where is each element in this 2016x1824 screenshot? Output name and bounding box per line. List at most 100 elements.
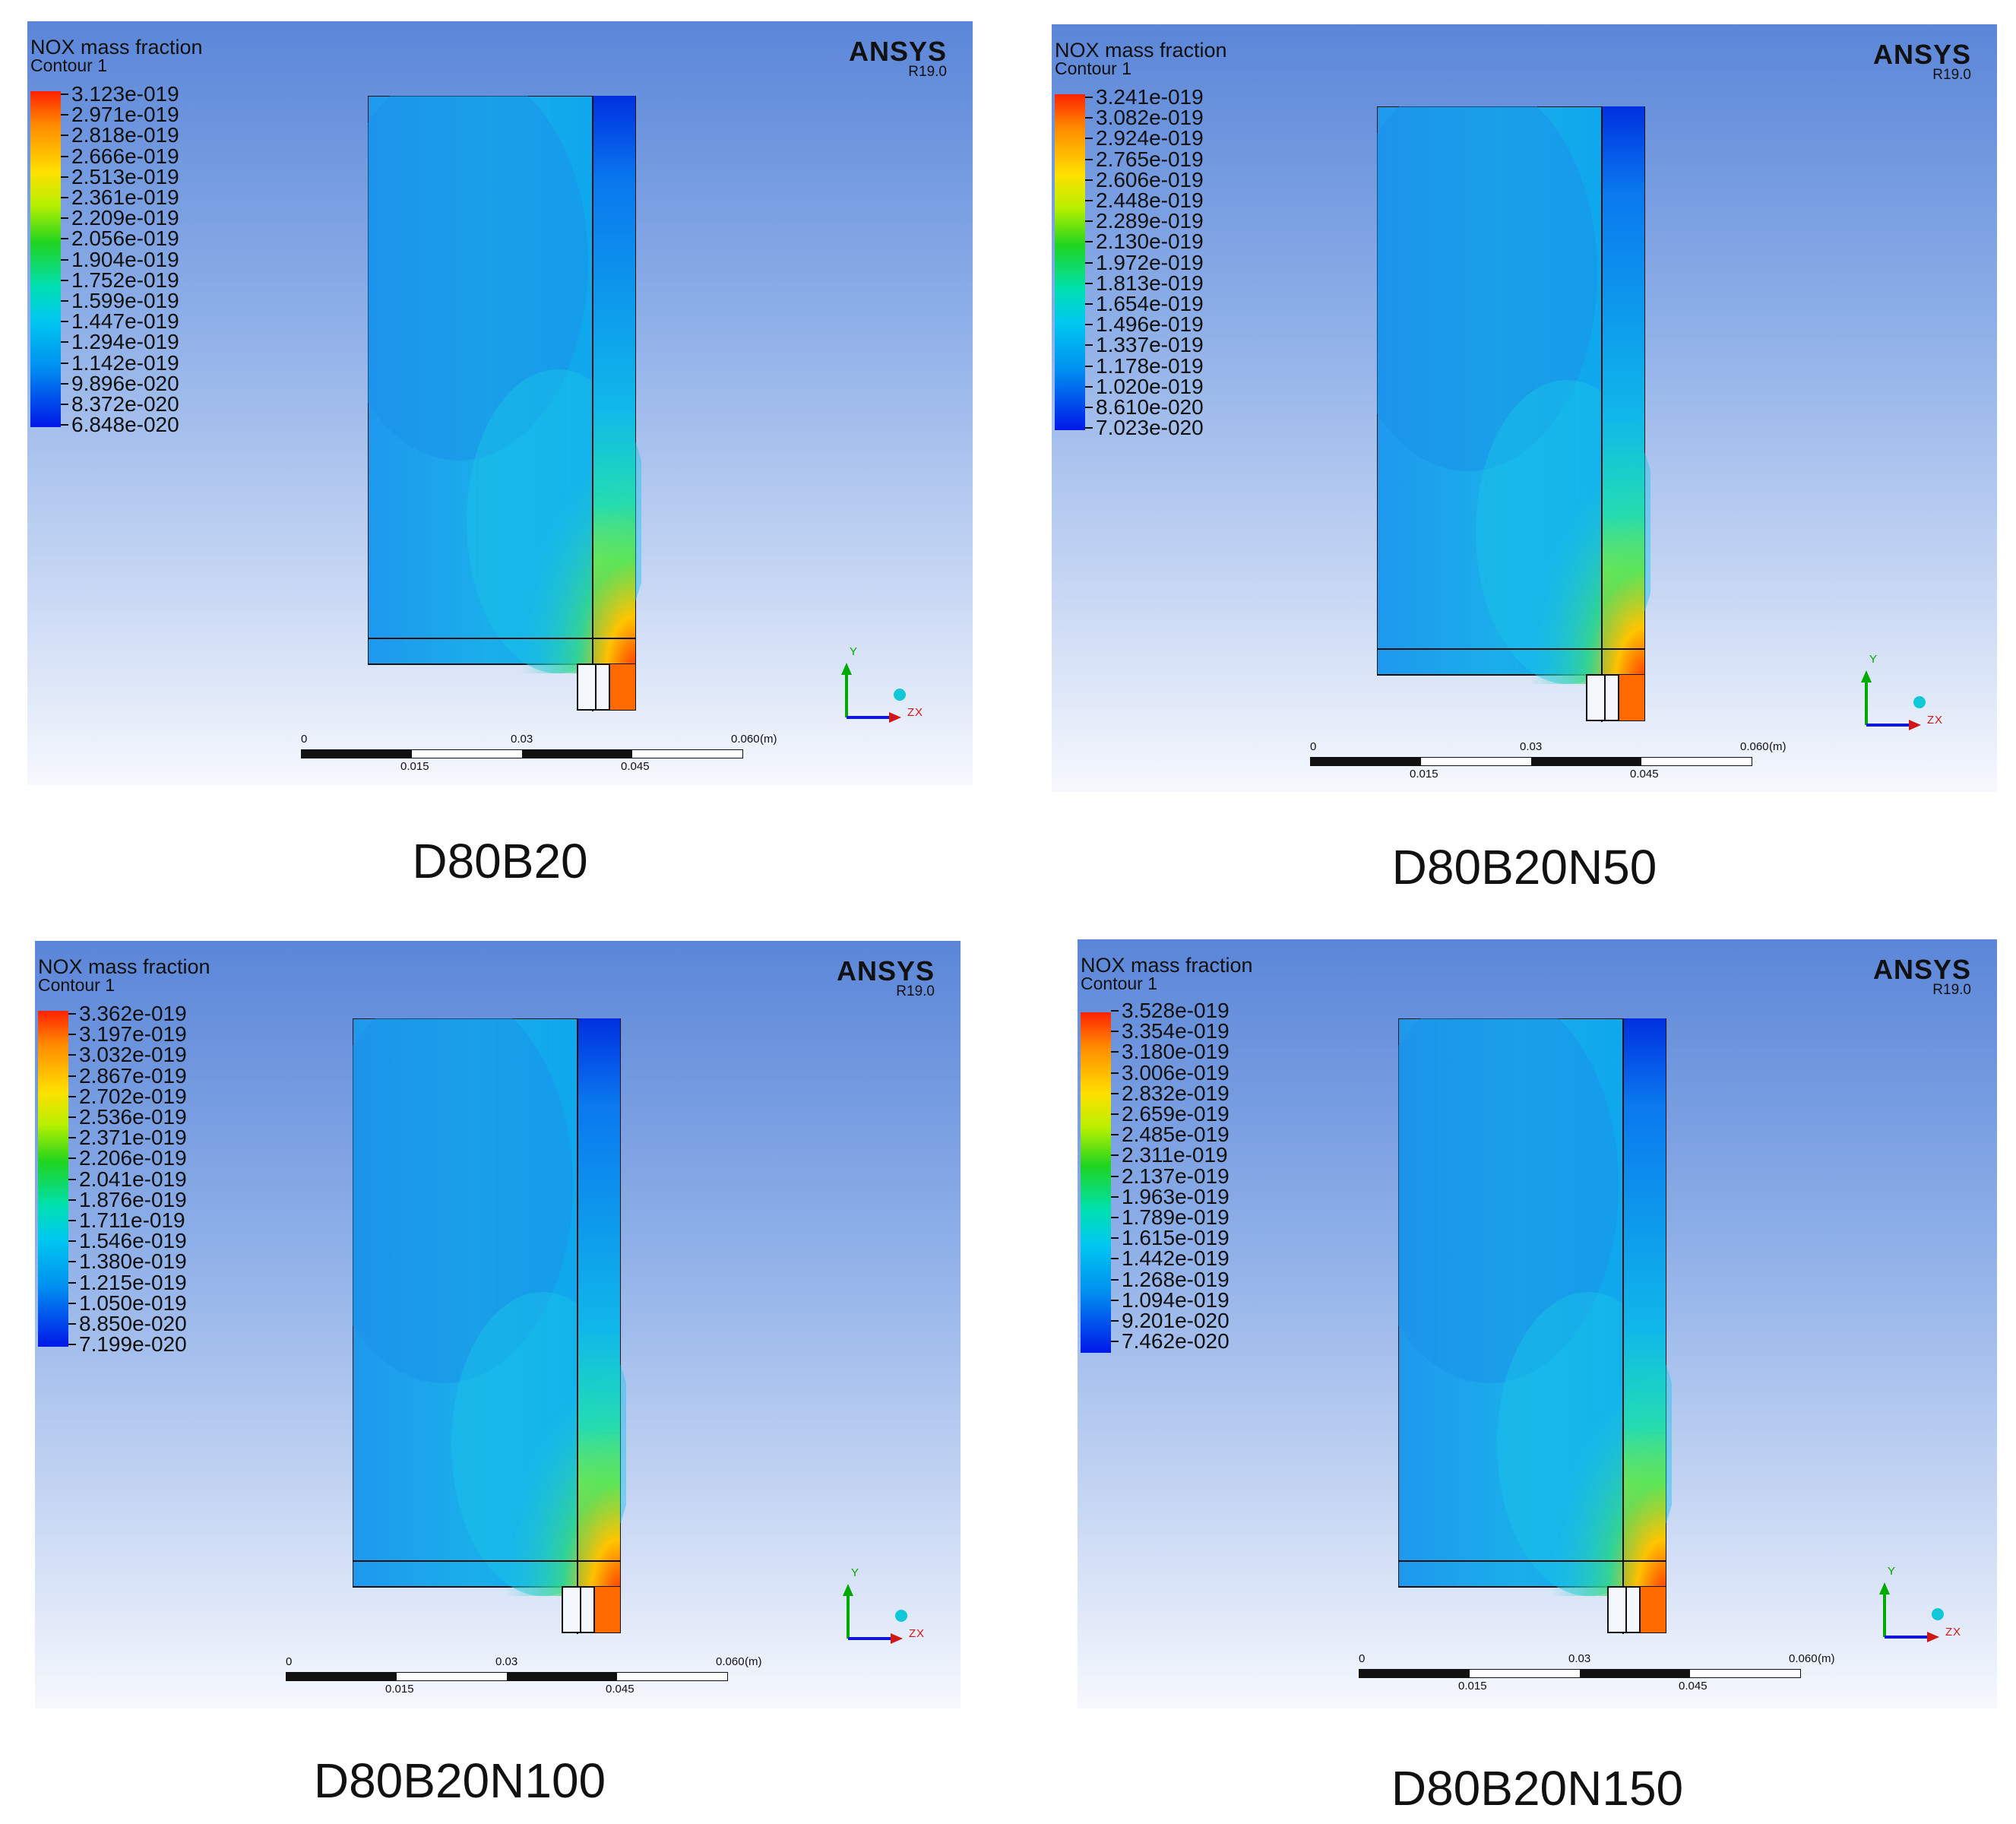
color-bar <box>1081 1012 1111 1353</box>
color-bar-tick-label: 1.789e-019 <box>1111 1205 1230 1229</box>
color-bar-tick-label: 2.485e-019 <box>1111 1123 1230 1147</box>
scale-bar-segment <box>1580 1670 1690 1677</box>
scale-bar-unit: (m) <box>1818 1652 1835 1665</box>
scale-bar-ruler <box>1359 1669 1801 1678</box>
color-bar-tick-label: 2.137e-019 <box>1111 1164 1230 1188</box>
scale-bar-label: 0.045 <box>1630 768 1659 781</box>
contour-viewport: NOX mass fraction Contour 1 3.123e-019 2.9… <box>27 21 973 785</box>
legend-subtitle: Contour 1 <box>30 55 108 75</box>
axis-label-y: Y <box>851 1566 859 1579</box>
axis-triad: Y Z X <box>1861 653 1942 730</box>
color-bar-tick-label: 1.020e-019 <box>1085 374 1204 398</box>
color-bar-labels: 3.123e-019 2.971e-019 2.818e-019 2.666e-019… <box>61 82 269 437</box>
scale-bar-label: 0.045 <box>606 1683 635 1696</box>
scale-bar-label: 0 <box>301 733 308 746</box>
legend-title: NOX mass fraction Contour 1 <box>30 36 203 75</box>
scale-bar-label: 0.060 <box>731 733 760 746</box>
axis-label-x: X <box>1935 714 1942 727</box>
axis-label-z: Z <box>909 1627 916 1640</box>
scale-bar-segment <box>507 1673 617 1680</box>
legend-subtitle: Contour 1 <box>1081 974 1158 993</box>
color-bar-tick-label: 2.513e-019 <box>61 164 179 188</box>
color-bar-tick-label: 1.752e-019 <box>61 268 179 292</box>
panel-caption: D80B20N50 <box>1391 840 1657 895</box>
axis-triad: Y Z X <box>1879 1565 1961 1642</box>
scale-bar-unit: (m) <box>745 1655 762 1668</box>
color-bar-tick-label: 8.610e-020 <box>1085 395 1204 419</box>
color-bar-tick-label: 6.848e-020 <box>61 413 179 437</box>
color-bar-tick-label: 2.289e-019 <box>1085 209 1204 233</box>
color-bar-tick-label: 3.082e-019 <box>1085 106 1204 130</box>
color-bar-tick-label: 1.447e-019 <box>61 309 179 334</box>
scale-bar-label: 0.03 <box>1520 740 1543 753</box>
scale-bar-label: 0.015 <box>400 760 429 773</box>
color-bar-tick-label: 3.180e-019 <box>1111 1040 1230 1064</box>
color-bar-tick-label: 2.130e-019 <box>1085 230 1204 254</box>
scale-bar-unit: (m) <box>760 733 777 746</box>
color-bar-tick-label: 1.711e-019 <box>68 1208 185 1232</box>
color-bar-tick-label: 1.599e-019 <box>61 289 179 312</box>
color-bar-tick-label: 1.615e-019 <box>1111 1226 1230 1250</box>
scale-bar-label: 0.03 <box>495 1655 518 1668</box>
scale-bar-unit: (m) <box>1769 740 1787 753</box>
color-bar-tick-label: 1.876e-019 <box>68 1187 187 1211</box>
axis-label-x: X <box>1953 1626 1961 1639</box>
color-bar-tick-label: 1.546e-019 <box>68 1229 187 1253</box>
color-bar-tick-label: 1.654e-019 <box>1085 292 1204 315</box>
legend-subtitle: Contour 1 <box>38 975 116 995</box>
color-bar-tick-label: 8.372e-020 <box>61 392 179 416</box>
color-bar-tick-label: 1.268e-019 <box>1111 1267 1230 1291</box>
scale-bar-label: 0 <box>1310 740 1317 753</box>
x-axis-dot <box>1932 1608 1944 1620</box>
color-bar-tick-label: 7.023e-020 <box>1085 416 1204 440</box>
scale-bar-label: 0.015 <box>385 1683 414 1696</box>
color-bar-tick-label: 2.041e-019 <box>68 1167 187 1191</box>
domain-contour <box>368 96 641 711</box>
color-bar-tick-label: 7.199e-020 <box>68 1332 187 1357</box>
color-bar-tick-label: 3.354e-019 <box>1111 1019 1230 1043</box>
color-bar-labels: 3.362e-019 3.197e-019 3.032e-019 2.867e-019… <box>68 1002 277 1357</box>
scale-bar-segment <box>302 750 412 758</box>
x-axis-dot <box>895 1610 907 1622</box>
color-bar-tick-label: 3.528e-019 <box>1111 999 1230 1022</box>
color-bar-tick-label: 2.606e-019 <box>1085 167 1204 192</box>
color-bar-tick-label: 1.496e-019 <box>1085 312 1204 337</box>
legend-title: NOX mass fraction Contour 1 <box>38 955 210 995</box>
panel-caption: D80B20 <box>412 834 588 888</box>
color-bar-tick-label: 2.536e-019 <box>68 1105 187 1129</box>
scale-bar-ruler <box>1310 757 1752 766</box>
color-bar-tick-label: 3.362e-019 <box>68 1002 187 1025</box>
color-bar-tick-label: 2.832e-019 <box>1111 1081 1230 1105</box>
color-bar-tick-label: 1.178e-019 <box>1085 353 1204 378</box>
color-bar-tick-label: 2.659e-019 <box>1111 1102 1230 1126</box>
legend-title: NOX mass fraction Contour 1 <box>1055 39 1227 78</box>
color-bar-tick-label: 2.056e-019 <box>61 226 179 251</box>
color-bar-tick-label: 1.972e-019 <box>1085 250 1204 274</box>
axis-label-y: Y <box>1888 1565 1895 1578</box>
panel-caption: D80B20N100 <box>313 1753 606 1808</box>
color-bar-tick-label: 3.197e-019 <box>68 1022 187 1047</box>
domain-contour <box>353 1018 626 1634</box>
scale-bar-label: 0.03 <box>1568 1652 1591 1665</box>
panel-d80b20n50: NOX mass fraction Contour 1 3.241e-019 3.0… <box>1052 24 1997 921</box>
scale-bar-segment <box>286 1673 397 1680</box>
color-bar-tick-label: 2.867e-019 <box>68 1063 187 1088</box>
axis-label-y: Y <box>850 645 857 658</box>
color-bar-tick-label: 2.209e-019 <box>61 206 179 230</box>
color-bar-tick-label: 9.201e-020 <box>1111 1309 1230 1332</box>
scale-bar-label: 0.060 <box>1789 1652 1818 1665</box>
color-bar-tick-label: 2.361e-019 <box>61 185 179 209</box>
color-bar-tick-label: 2.311e-019 <box>1111 1143 1228 1167</box>
x-axis-dot <box>894 689 906 701</box>
scale-bar-label: 0.045 <box>1679 1680 1707 1693</box>
axis-triad: Y Z X <box>843 1566 924 1644</box>
color-bar-tick-label: 3.123e-019 <box>61 82 179 106</box>
contour-viewport: NOX mass fraction Contour 1 3.241e-019 3.0… <box>1052 24 1997 792</box>
scale-bar-label: 0.015 <box>1458 1680 1487 1693</box>
color-bar-tick-label: 3.032e-019 <box>68 1043 187 1067</box>
ansys-logo: ANSYS R19.0 <box>1872 954 1971 998</box>
color-bar-tick-label: 1.813e-019 <box>1085 271 1204 295</box>
scale-bar-ruler <box>301 749 743 758</box>
color-bar-tick-label: 1.094e-019 <box>1111 1287 1230 1312</box>
color-bar-tick-label: 2.924e-019 <box>1085 126 1204 150</box>
